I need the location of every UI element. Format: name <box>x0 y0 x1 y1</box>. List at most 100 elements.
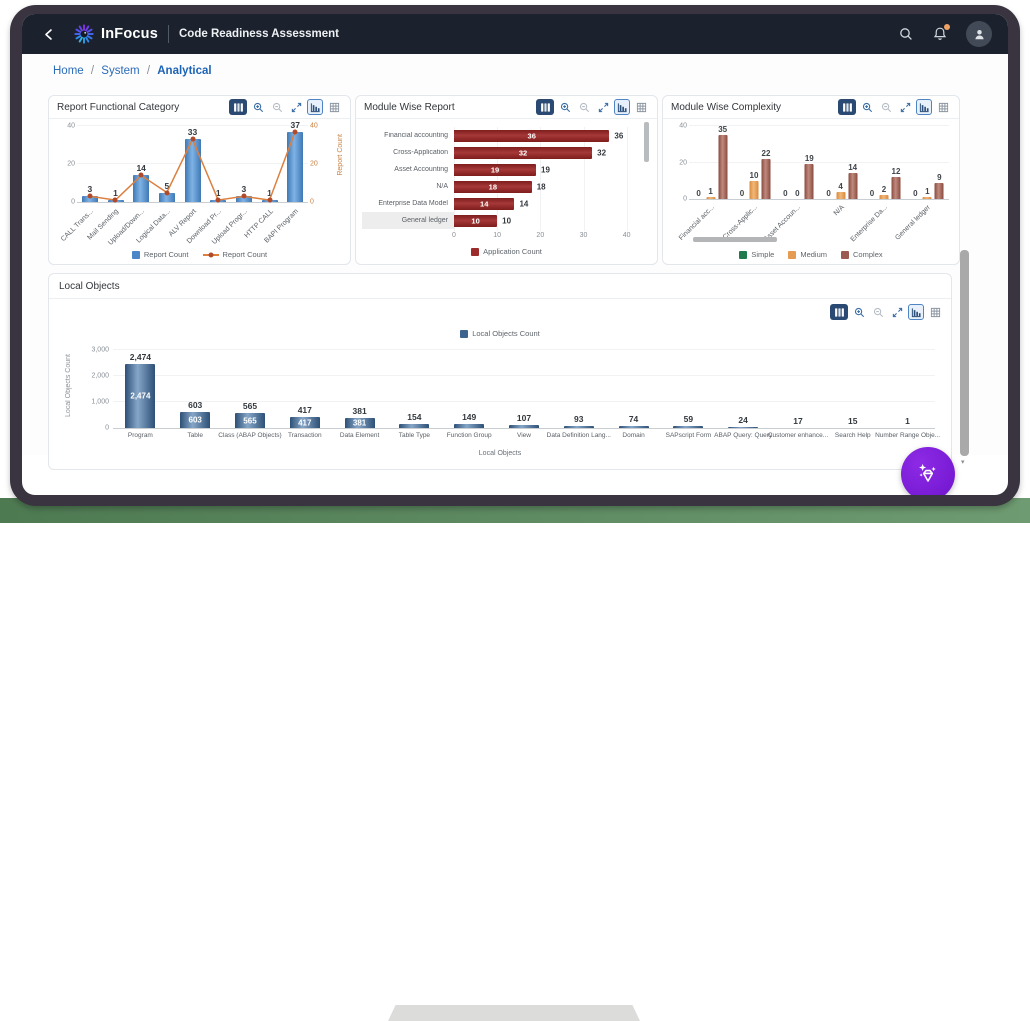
table-view-button[interactable] <box>633 99 649 115</box>
bar[interactable]: 14 <box>454 198 514 210</box>
x-axis-label: Cross-Applic... <box>722 204 759 241</box>
header-divider <box>168 25 169 43</box>
bar-value-label: 12 <box>892 167 901 176</box>
table-view-button[interactable] <box>927 304 943 320</box>
bar[interactable] <box>749 181 758 199</box>
table-view-button[interactable] <box>935 99 951 115</box>
bar[interactable] <box>454 424 484 428</box>
fullscreen-button[interactable] <box>889 304 905 320</box>
legend-swatch <box>739 251 747 259</box>
bar[interactable] <box>619 426 649 428</box>
legend-toggle-button[interactable] <box>536 99 554 115</box>
bar[interactable] <box>673 426 703 428</box>
bar[interactable]: 18 <box>454 181 532 193</box>
chart-view-icon <box>617 102 628 113</box>
bar[interactable] <box>509 425 539 428</box>
bar[interactable]: 10 <box>454 215 497 227</box>
y-tick-label: 0 <box>105 425 109 432</box>
zoom-in-button[interactable] <box>250 99 266 115</box>
bar[interactable] <box>761 159 770 199</box>
line-marker[interactable] <box>139 173 144 178</box>
legend-toggle-button[interactable] <box>830 304 848 320</box>
chart-toolbar <box>830 304 943 320</box>
line-marker[interactable] <box>87 194 92 199</box>
y-tick-label: 40 <box>679 123 687 130</box>
scrollbar-down-arrow[interactable]: ▾ <box>961 458 965 466</box>
chart-view-button[interactable] <box>916 99 932 115</box>
profile-button[interactable] <box>966 21 992 47</box>
zoom-out-button[interactable] <box>878 99 894 115</box>
bar-slot: 59 <box>661 350 716 428</box>
line-marker[interactable] <box>216 198 221 203</box>
legend-item[interactable]: Complex <box>841 250 883 259</box>
fullscreen-button[interactable] <box>288 99 304 115</box>
bar[interactable]: 36 <box>454 130 609 142</box>
ai-assistant-button[interactable] <box>901 447 955 495</box>
fullscreen-button[interactable] <box>595 99 611 115</box>
bar-slot: 4 <box>836 126 846 199</box>
zoom-in-button[interactable] <box>557 99 573 115</box>
legend-item[interactable]: Application Count <box>471 247 542 256</box>
fullscreen-icon <box>598 102 609 113</box>
bar[interactable] <box>805 164 814 199</box>
bar[interactable] <box>879 195 888 199</box>
zoom-in-button[interactable] <box>859 99 875 115</box>
zoom-in-button[interactable] <box>851 304 867 320</box>
bar[interactable] <box>564 426 594 428</box>
line-marker[interactable] <box>190 137 195 142</box>
line-marker[interactable] <box>267 198 272 203</box>
chart-view-button[interactable] <box>307 99 323 115</box>
fullscreen-button[interactable] <box>897 99 913 115</box>
bar-value-inside: 19 <box>454 165 536 174</box>
legend-label: Simple <box>751 250 774 259</box>
bar[interactable]: 32 <box>454 147 592 159</box>
x-axis-label: Number Range Obje... <box>875 432 940 439</box>
line-marker[interactable] <box>241 194 246 199</box>
back-button[interactable] <box>38 28 59 41</box>
bar-value-inside: 10 <box>454 216 497 225</box>
legend-item[interactable]: Local Objects Count <box>460 329 540 338</box>
chart-view-button[interactable] <box>614 99 630 115</box>
zoom-out-button[interactable] <box>576 99 592 115</box>
bar[interactable] <box>728 427 758 428</box>
search-button[interactable] <box>898 26 914 42</box>
chart-view-button[interactable] <box>908 304 924 320</box>
bar[interactable] <box>706 197 715 199</box>
legend-item[interactable]: Simple <box>739 250 774 259</box>
legend-item[interactable]: Report Count <box>132 250 189 259</box>
bar[interactable] <box>923 197 932 199</box>
bar[interactable] <box>891 177 900 199</box>
legend-toggle-button[interactable] <box>229 99 247 115</box>
breadcrumb-analytical[interactable]: Analytical <box>157 65 211 77</box>
zoom-out-icon <box>579 102 590 113</box>
chart-scrollbar-thumb[interactable] <box>693 237 777 242</box>
zoom-out-button[interactable] <box>269 99 285 115</box>
zoom-out-button[interactable] <box>870 304 886 320</box>
breadcrumb-system[interactable]: System <box>101 65 139 77</box>
chart-scrollbar-thumb[interactable] <box>644 122 649 162</box>
line-marker[interactable] <box>113 198 118 203</box>
bar[interactable]: 19 <box>454 164 536 176</box>
bar[interactable] <box>848 173 857 199</box>
category-label: N/A <box>362 183 454 190</box>
notifications-button[interactable] <box>932 26 948 42</box>
legend-item[interactable]: Report Count <box>203 250 268 259</box>
bar[interactable] <box>718 135 727 199</box>
breadcrumb-home[interactable]: Home <box>53 65 84 77</box>
legend-item[interactable]: Medium <box>788 250 827 259</box>
bar[interactable] <box>836 192 845 199</box>
bar-value-label: 0 <box>913 189 917 198</box>
bar-value-inside: 417 <box>298 418 311 427</box>
bar[interactable] <box>935 183 944 199</box>
legend-swatch <box>132 251 140 259</box>
bar[interactable] <box>399 424 429 428</box>
table-view-button[interactable] <box>326 99 342 115</box>
line-marker[interactable] <box>164 190 169 195</box>
legend-toggle-button[interactable] <box>838 99 856 115</box>
line-marker[interactable] <box>293 129 298 134</box>
vertical-scrollbar[interactable] <box>960 250 969 456</box>
